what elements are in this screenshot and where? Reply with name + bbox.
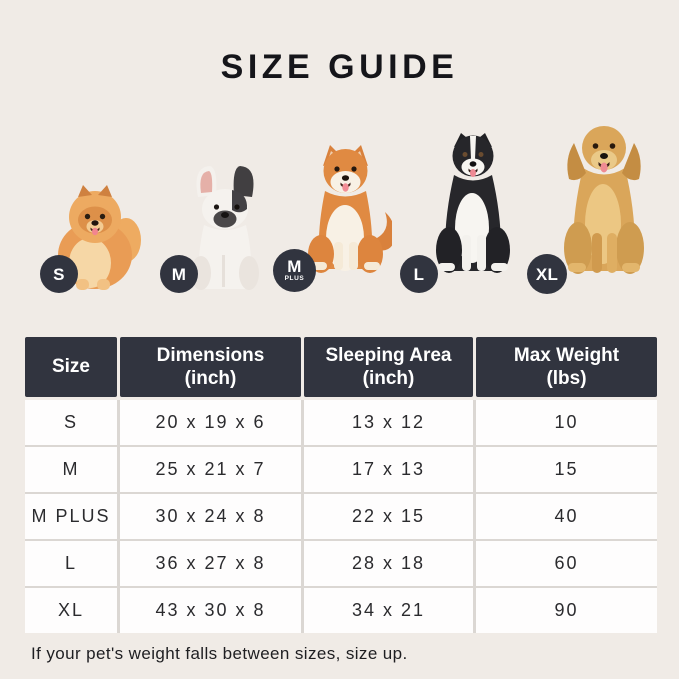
cell-sleeping-area: 34 x 21 <box>304 588 473 633</box>
cell-max-weight: 90 <box>476 588 657 633</box>
size-badge-xl: XL <box>527 254 567 294</box>
cell-max-weight: 60 <box>476 541 657 586</box>
column-header-dimensions: Dimensions (inch) <box>120 337 301 397</box>
pomeranian-dog-icon <box>58 185 141 290</box>
size-badge-label: S <box>53 264 65 284</box>
cell-dimensions: 30 x 24 x 8 <box>120 494 301 539</box>
column-header-max-weight: Max Weight (lbs) <box>476 337 657 397</box>
size-badge-label: M <box>287 257 302 277</box>
size-badge-l: L <box>400 255 438 293</box>
cell-sleeping-area: 22 x 15 <box>304 494 473 539</box>
size-up-note: If your pet's weight falls between sizes… <box>31 644 408 663</box>
cell-size: M <box>25 447 117 492</box>
cell-size: M PLUS <box>25 494 117 539</box>
cell-size: XL <box>25 588 117 633</box>
size-table-header-row: Size Dimensions (inch) Sleeping Area (in… <box>25 337 657 397</box>
cell-dimensions: 36 x 27 x 8 <box>120 541 301 586</box>
cell-max-weight: 10 <box>476 400 657 445</box>
cell-size: L <box>25 541 117 586</box>
cell-max-weight: 15 <box>476 447 657 492</box>
size-badge-m-plus: M PLUS <box>273 249 316 292</box>
cell-dimensions: 20 x 19 x 6 <box>120 400 301 445</box>
size-badge-m: M <box>160 255 198 293</box>
page-title: SIZE GUIDE <box>220 48 459 86</box>
border-collie-dog-icon <box>436 133 510 273</box>
column-header-size: Size <box>25 337 117 397</box>
size-badge-s: S <box>40 255 78 293</box>
size-table: Size Dimensions (inch) Sleeping Area (in… <box>25 337 657 633</box>
shiba-inu-dog-icon <box>308 145 392 273</box>
cell-dimensions: 43 x 30 x 8 <box>120 588 301 633</box>
french-bulldog-dog-icon <box>191 166 259 290</box>
cell-sleeping-area: 17 x 13 <box>304 447 473 492</box>
size-badge-label: L <box>413 264 425 284</box>
cell-max-weight: 40 <box>476 494 657 539</box>
cell-size: S <box>25 400 117 445</box>
golden-retriever-dog-icon <box>564 126 644 274</box>
cell-sleeping-area: 13 x 12 <box>304 400 473 445</box>
cell-sleeping-area: 28 x 18 <box>304 541 473 586</box>
size-badge-sublabel: PLUS <box>284 275 305 283</box>
size-badge-label: XL <box>535 264 559 284</box>
size-table-body: S 20 x 19 x 6 13 x 12 10 M 25 x 21 x 7 1… <box>25 400 657 633</box>
cell-dimensions: 25 x 21 x 7 <box>120 447 301 492</box>
column-header-sleeping-area: Sleeping Area (inch) <box>304 337 473 397</box>
size-badge-label: M <box>171 264 187 284</box>
